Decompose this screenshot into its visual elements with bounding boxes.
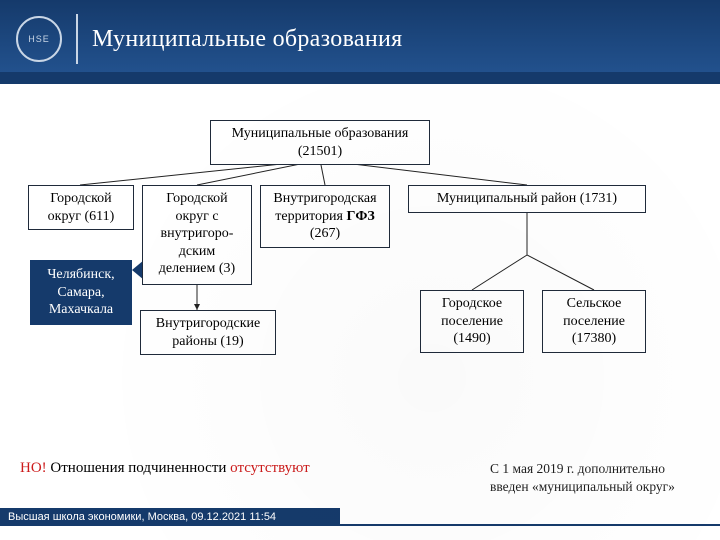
header-divider xyxy=(76,14,78,64)
note-suffix: отсутствуют xyxy=(230,460,310,476)
page-title: Муниципальные образования xyxy=(92,26,402,53)
note-2019-okrug: С 1 мая 2019 г. дополнительно введен «му… xyxy=(490,460,700,495)
note-middle: Отношения подчиненности xyxy=(50,460,230,476)
logo-wrap: HSE Муниципальные образования xyxy=(16,14,402,64)
node-municipal-rayon: Муниципальный район (1731) xyxy=(408,185,646,213)
node-okrug-deleniem: Городской округ с внутригоро­дским делен… xyxy=(142,185,252,285)
node-inner-rayons: Внутригородские районы (19) xyxy=(140,310,276,355)
hse-logo-icon: HSE xyxy=(16,16,62,62)
note-prefix: НО! xyxy=(20,460,50,476)
slide: HSE Муниципальные образования Муниципаль… xyxy=(0,0,720,540)
header: HSE Муниципальные образования xyxy=(0,0,720,84)
node-gorodskoy-okrug: Городской округ (611) xyxy=(28,185,134,230)
footer-bar: Высшая школа экономики, Москва, 09.12.20… xyxy=(0,508,340,526)
note-no-subordination: НО! Отношения подчиненности отсутствуют xyxy=(20,460,310,477)
logo-label: HSE xyxy=(28,34,50,44)
footer-text: Высшая школа экономики, Москва, 09.12.20… xyxy=(8,511,276,523)
node-gorodskoe-poselenie: Городское поселение (1490) xyxy=(420,290,524,353)
node-gfz: Внутригородская территория ГФЗ (267) xyxy=(260,185,390,248)
callout-cities: Челябинск,Самара,Махачкала xyxy=(30,260,132,325)
node-root: Муниципальные образования (21501) xyxy=(210,120,430,165)
node-selskoe-poselenie: Сельское поселение (17380) xyxy=(542,290,646,353)
